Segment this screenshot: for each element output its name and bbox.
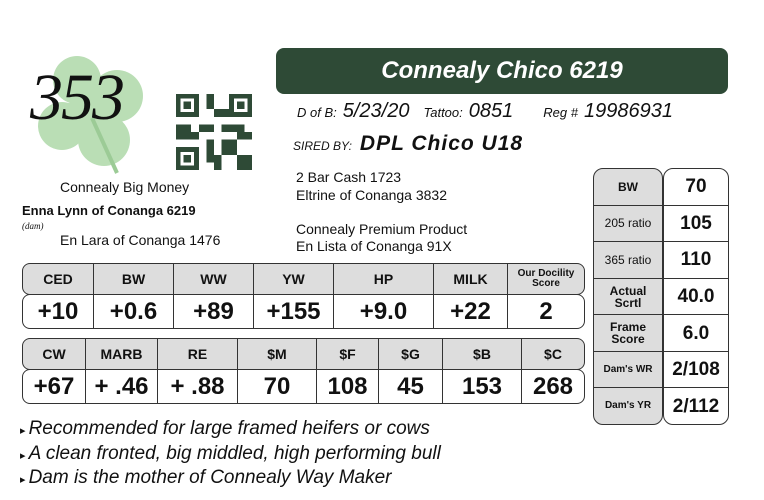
- label-dams-yr: Dam's YR: [594, 387, 662, 424]
- value-bw: +0.6: [93, 295, 173, 328]
- header-c: $C: [521, 339, 584, 369]
- label-365-ratio: 365 ratio: [594, 241, 662, 278]
- header-re: RE: [157, 339, 237, 369]
- shamrock-icon: [38, 56, 143, 174]
- epd-row1-headers: CED BW WW YW HP MILK Our Docility Score: [22, 263, 585, 295]
- value-g: 45: [378, 370, 442, 403]
- value-yw: +155: [253, 295, 333, 328]
- sire-sire-dam: Eltrine of Conanga 3832: [296, 187, 447, 203]
- dam-sire: Connealy Big Money: [60, 179, 190, 195]
- value-ww: +89: [173, 295, 253, 328]
- header-g: $G: [378, 339, 442, 369]
- header-milk: MILK: [433, 264, 507, 294]
- sired-by-label: SIRED BY:: [293, 139, 352, 153]
- header-ww: WW: [173, 264, 253, 294]
- value-f: 108: [316, 370, 378, 403]
- header-hp: HP: [333, 264, 433, 294]
- value-m: 70: [237, 370, 316, 403]
- value-dams-wr: 2/108: [664, 350, 728, 388]
- epd-row1-values: +10 +0.6 +89 +155 +9.0 +22 2: [22, 294, 585, 329]
- triangle-bullet-icon: ▸: [20, 425, 29, 437]
- value-re: + .88: [157, 370, 237, 403]
- dam-dam: En Lara of Conanga 1476: [60, 232, 221, 248]
- tattoo-label: Tattoo:: [423, 105, 463, 120]
- header-marb: MARB: [85, 339, 157, 369]
- sire-sire-sire: 2 Bar Cash 1723: [296, 169, 402, 185]
- bullet-item: ▸ Dam is the mother of Connealy Way Make…: [20, 467, 391, 489]
- performance-labels: BW 205 ratio 365 ratio Actual Scrtl Fram…: [593, 168, 663, 425]
- dam-name: Enna Lynn of Conanga 6219: [22, 203, 196, 218]
- bullet-text: Dam is the mother of Connealy Way Maker: [28, 467, 392, 488]
- value-dams-yr: 2/112: [664, 387, 728, 424]
- label-dams-wr: Dam's WR: [594, 350, 662, 388]
- value-bw-actual: 70: [685, 176, 707, 198]
- bullet-item: ▸ Recommended for large framed heifers o…: [20, 418, 430, 440]
- value-c: 268: [521, 370, 584, 403]
- qr-code-icon: [174, 94, 254, 170]
- sire-line: SIRED BY: DPL Chico U18: [293, 132, 523, 156]
- label-actual-scrotal: Actual Scrtl: [594, 277, 662, 315]
- triangle-bullet-icon: ▸: [20, 474, 29, 486]
- bullet-text: A clean fronted, big middled, high perfo…: [28, 443, 441, 464]
- header-b: $B: [442, 339, 521, 369]
- epd-row2-values: +67 + .46 + .88 70 108 45 153 268: [22, 369, 585, 404]
- dam-label: (dam): [22, 221, 44, 231]
- value-frame-score: 6.0: [664, 314, 728, 351]
- value-docility: 2: [507, 295, 584, 328]
- label-frame-score: Frame Score: [594, 314, 662, 351]
- header-yw: YW: [253, 264, 333, 294]
- header-f: $F: [316, 339, 378, 369]
- sire-name: DPL Chico U18: [359, 132, 524, 155]
- value-ced: +10: [37, 297, 79, 325]
- id-line: D of B: 5/23/20 Tattoo: 0851 Reg # 19986…: [297, 100, 673, 123]
- lot-number: 353: [30, 61, 125, 134]
- shamrock-logo: [22, 48, 157, 176]
- value-cw: +67: [33, 372, 75, 400]
- reg-label: Reg #: [543, 105, 578, 120]
- header-ced: CED: [43, 271, 73, 287]
- header-bw: BW: [93, 264, 173, 294]
- dob-label: D of B:: [297, 105, 337, 120]
- animal-name-banner: Connealy Chico 6219: [276, 48, 728, 94]
- sire-dam-sire: Connealy Premium Product: [296, 221, 468, 237]
- bullet-text: Recommended for large framed heifers or …: [28, 418, 430, 439]
- header-docility: Our Docility Score: [507, 264, 584, 294]
- epd-row2-headers: CW MARB RE $M $F $G $B $C: [22, 338, 585, 370]
- value-marb: + .46: [85, 370, 157, 403]
- dob-value: 5/23/20: [342, 100, 410, 122]
- bullet-item: ▸ A clean fronted, big middled, high per…: [20, 443, 441, 465]
- value-205-ratio: 105: [664, 204, 728, 242]
- value-365-ratio: 110: [664, 241, 728, 278]
- label-bw: BW: [618, 179, 638, 194]
- value-hp: +9.0: [333, 295, 433, 328]
- value-b: 153: [442, 370, 521, 403]
- performance-table: BW 205 ratio 365 ratio Actual Scrtl Fram…: [593, 168, 729, 425]
- header-cw: CW: [42, 346, 66, 362]
- value-milk: +22: [433, 295, 507, 328]
- triangle-bullet-icon: ▸: [20, 450, 29, 462]
- tattoo-value: 0851: [468, 100, 514, 122]
- label-205-ratio: 205 ratio: [594, 204, 662, 242]
- value-actual-scrotal: 40.0: [664, 277, 728, 315]
- performance-values: 70 105 110 40.0 6.0 2/108 2/112: [663, 168, 729, 425]
- sire-dam-dam: En Lista of Conanga 91X: [296, 238, 452, 254]
- header-m: $M: [237, 339, 316, 369]
- reg-value: 19986931: [583, 100, 673, 122]
